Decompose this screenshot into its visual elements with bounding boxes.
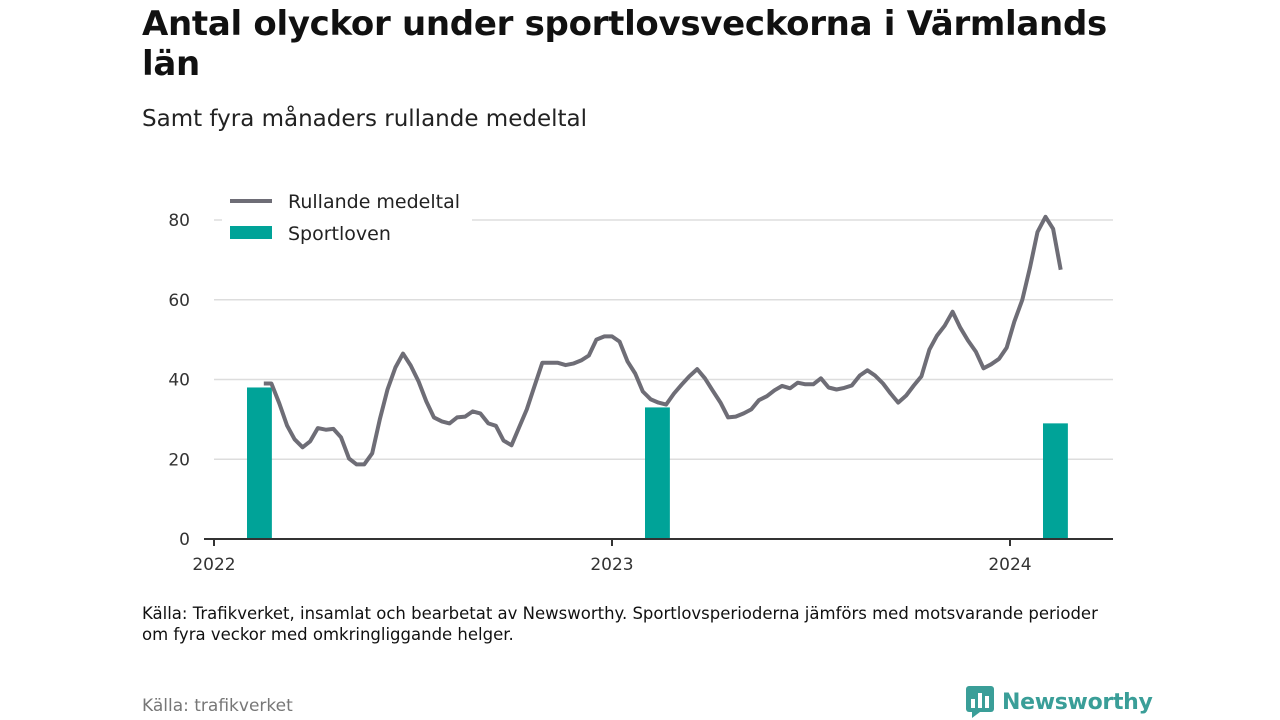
gridlines: 0 20 40 60 80 bbox=[168, 211, 1113, 550]
y-tick-label-20: 20 bbox=[168, 450, 190, 470]
chart-subtitle: Samt fyra månaders rullande medeltal bbox=[142, 106, 588, 132]
chart-note: Källa: Trafikverket, insamlat och bearbe… bbox=[142, 604, 1098, 644]
x-tick-label-2022: 2022 bbox=[192, 555, 235, 575]
line-rullande-medeltal bbox=[263, 214, 1063, 467]
y-tick-label-80: 80 bbox=[168, 211, 190, 231]
y-tick-label-40: 40 bbox=[168, 371, 190, 391]
legend-label-bar: Sportloven bbox=[288, 223, 391, 245]
newsworthy-logo-icon bbox=[966, 686, 994, 718]
legend-bar-swatch bbox=[230, 226, 272, 239]
x-tick-label-2023: 2023 bbox=[590, 555, 633, 575]
y-tick-label-0: 0 bbox=[179, 530, 190, 550]
newsworthy-logo[interactable]: Newsworthy bbox=[966, 686, 1153, 718]
bar-sportloven-0 bbox=[247, 387, 272, 539]
x-tick-label-2024: 2024 bbox=[988, 555, 1031, 575]
chart-plot: 0 20 40 60 80 2022 2023 2024 Rullande medeltal… bbox=[168, 186, 1113, 575]
bar-sportloven-1 bbox=[645, 407, 670, 539]
legend-background bbox=[222, 186, 472, 250]
legend: Rullande medeltal Sportloven bbox=[222, 186, 472, 250]
bar-sportloven-2 bbox=[1043, 423, 1068, 539]
series-line-rullande-medeltal bbox=[263, 214, 1063, 467]
x-axis: 2022 2023 2024 bbox=[192, 538, 1113, 575]
legend-label-line: Rullande medeltal bbox=[288, 191, 460, 213]
brand-name: Newsworthy bbox=[1002, 689, 1153, 715]
y-tick-label-60: 60 bbox=[168, 291, 190, 311]
chart-title: Antal olyckor under sportlovsveckorna i … bbox=[142, 4, 1107, 84]
bars-sportloven bbox=[247, 387, 1068, 539]
source-label: Källa: trafikverket bbox=[142, 696, 293, 716]
